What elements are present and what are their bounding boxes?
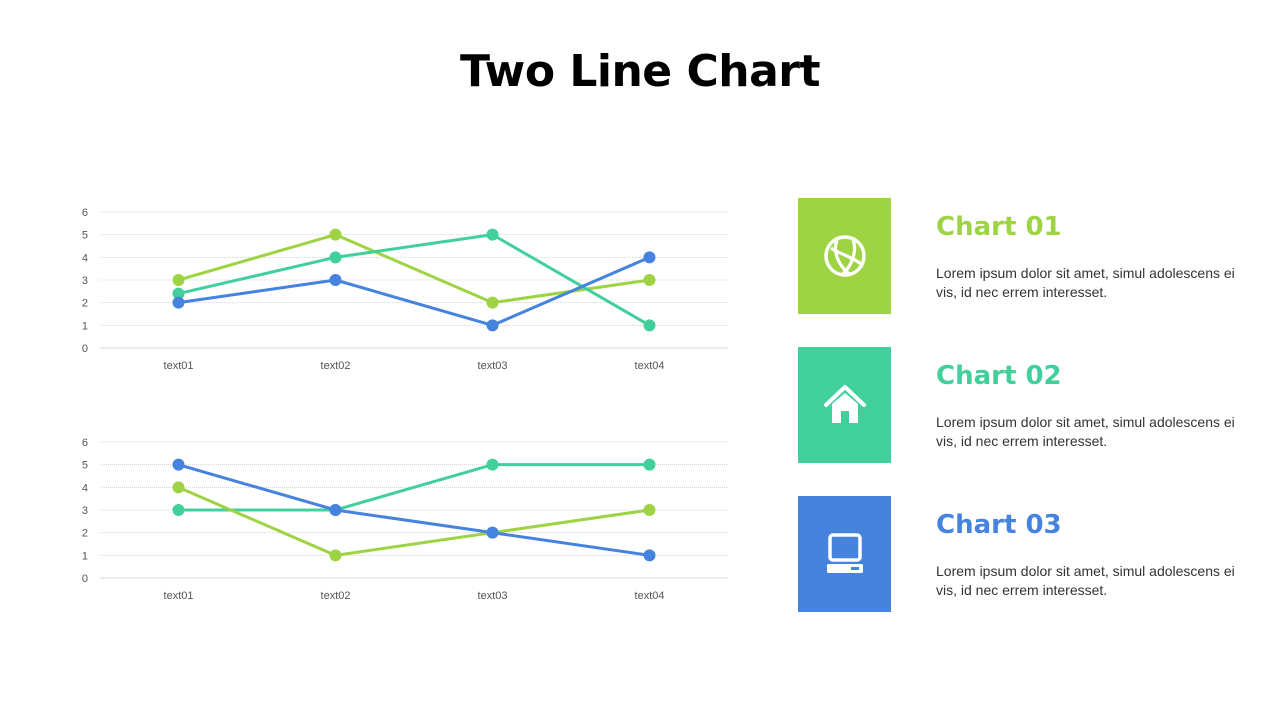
y-tick-label: 0 — [82, 343, 88, 355]
legend-heading: Chart 01 — [936, 212, 1062, 242]
data-point-series-1 — [172, 504, 185, 516]
line-chart-bottom: 0 1 2 3 4 5 6 text01 text02 text03 text04 — [82, 437, 728, 602]
data-point-series-2 — [486, 228, 499, 241]
data-point-series-2 — [643, 504, 656, 516]
data-point-series-2 — [172, 287, 185, 300]
data-point-series-1 — [486, 296, 499, 309]
y-tick-label: 5 — [82, 460, 88, 472]
legend-item-chart-01: Chart 01 Lorem ipsum dolor sit amet, sim… — [798, 198, 1238, 314]
y-tick-label: 1 — [82, 550, 88, 562]
x-tick-label: text01 — [164, 590, 194, 602]
legend-icon-box — [798, 347, 891, 463]
legend-heading: Chart 03 — [936, 510, 1062, 540]
y-tick-label: 6 — [82, 207, 88, 219]
y-tick-label: 2 — [82, 528, 88, 540]
data-point-series-3 — [172, 296, 185, 309]
data-point-series-3 — [172, 458, 185, 471]
page-title: Two Line Chart — [459, 46, 821, 97]
data-point-series-2 — [329, 251, 342, 264]
line-chart-top: 0 1 2 3 4 5 6 text01 text02 text03 text04 — [82, 207, 728, 372]
data-point-series-3 — [329, 274, 342, 286]
x-tick-label: text04 — [635, 590, 665, 602]
series-line-2 — [177, 233, 651, 327]
data-point-series-3 — [486, 319, 499, 332]
globe-icon — [823, 235, 866, 277]
data-point-series-2 — [172, 481, 185, 494]
data-point-series-1 — [172, 274, 185, 286]
series-line-3 — [177, 463, 651, 557]
data-point-series-3 — [643, 549, 656, 562]
data-point-series-3 — [643, 251, 656, 264]
legend-description: Lorem ipsum dolor sit amet, simul adoles… — [936, 414, 1235, 449]
data-point-series-2 — [329, 549, 342, 562]
y-tick-label: 0 — [82, 573, 88, 585]
y-tick-label: 4 — [82, 252, 88, 264]
data-point-series-3 — [329, 504, 342, 516]
x-tick-label: text02 — [321, 360, 351, 372]
y-tick-label: 1 — [82, 320, 88, 332]
x-tick-label: text03 — [478, 360, 508, 372]
x-tick-label: text01 — [164, 360, 194, 372]
computer-icon — [826, 533, 863, 573]
series-line-2 — [177, 485, 651, 557]
y-tick-label: 5 — [82, 230, 88, 242]
legend-description: Lorem ipsum dolor sit amet, simul adoles… — [936, 563, 1235, 598]
x-tick-label: text03 — [478, 590, 508, 602]
y-tick-label: 6 — [82, 437, 88, 449]
legend-description: Lorem ipsum dolor sit amet, simul adoles… — [936, 265, 1235, 300]
data-point-series-3 — [486, 526, 499, 539]
y-tick-label: 3 — [82, 505, 88, 517]
home-icon — [823, 385, 866, 423]
data-point-series-1 — [486, 458, 499, 471]
x-tick-label: text02 — [321, 590, 351, 602]
legend-heading: Chart 02 — [936, 361, 1062, 391]
data-point-series-1 — [329, 228, 342, 241]
legend-icon-box — [798, 496, 891, 612]
data-point-series-1 — [643, 458, 656, 471]
legend-icon-box — [798, 198, 891, 314]
y-tick-label: 4 — [82, 482, 88, 494]
data-point-series-1 — [643, 274, 656, 286]
legend-item-chart-02: Chart 02 Lorem ipsum dolor sit amet, sim… — [798, 347, 1238, 463]
series-line-3 — [177, 255, 651, 327]
legend-item-chart-03: Chart 03 Lorem ipsum dolor sit amet, sim… — [798, 496, 1238, 612]
series-line-1 — [177, 463, 651, 512]
y-tick-label: 3 — [82, 275, 88, 287]
x-tick-label: text04 — [635, 360, 665, 372]
data-point-series-2 — [643, 319, 656, 332]
y-tick-label: 2 — [82, 298, 88, 310]
